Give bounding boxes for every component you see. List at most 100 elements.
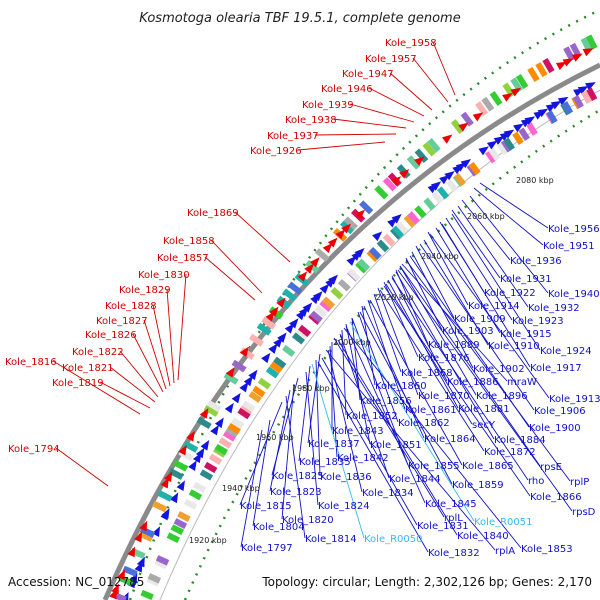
gene-block: [315, 248, 330, 262]
blue-leader-line: [419, 243, 535, 411]
gene-arrow: [186, 430, 195, 442]
blue-leader-line: [240, 429, 263, 548]
gene-arrow: [243, 375, 253, 387]
inner-dotted-ring: [183, 108, 600, 600]
blue-gene-label: Kole_1815: [240, 501, 292, 512]
gene-block: [526, 122, 538, 136]
gene-block: [488, 147, 501, 161]
gene-block: [484, 150, 497, 164]
gene-arrow: [199, 408, 209, 419]
blue-gene-label: Kole_1860: [375, 381, 427, 392]
blue-gene-label: Kole_1840: [457, 531, 509, 542]
red-gene-label: Kole_1821: [62, 363, 114, 374]
gene-arrow: [297, 271, 308, 282]
gene-arrow: [557, 96, 569, 106]
blue-gene-label: Kole_1900: [529, 423, 581, 434]
gene-block: [319, 299, 333, 312]
gene-block: [287, 281, 303, 295]
gene-block: [168, 468, 184, 480]
blue-gene-label: Kole_1845: [425, 499, 477, 510]
blue-leader-line: [311, 363, 365, 539]
blue-leader-line: [469, 195, 549, 294]
blue-gene-label: secY: [472, 420, 496, 431]
gene-block: [343, 216, 358, 231]
blue-leader-line: [373, 293, 402, 373]
blue-gene-label: Kole_1852: [346, 411, 398, 422]
blue-leader-line: [401, 263, 508, 382]
gene-block: [414, 148, 429, 164]
gene-arrow: [289, 318, 299, 329]
gene-block: [256, 322, 272, 336]
blue-gene-label: Kole_1865: [462, 461, 514, 472]
red-gene-label: Kole_1939: [302, 100, 354, 111]
gene-arrow: [195, 447, 205, 459]
red-gene-label: Kole_1829: [119, 285, 171, 296]
kbp-tick-label: 2040 kbp: [421, 252, 459, 261]
gene-block: [218, 437, 232, 449]
gene-arrow: [111, 583, 119, 595]
blue-gene-label: rplL: [444, 513, 463, 524]
gene-block: [512, 131, 524, 145]
blue-leader-line: [427, 231, 469, 306]
blue-leader-line: [363, 305, 425, 439]
gene-block: [222, 430, 237, 442]
gene-arrow: [571, 53, 583, 62]
gene-arrow: [372, 231, 383, 242]
gene-block: [199, 469, 214, 481]
blue-leader-line: [239, 401, 283, 506]
blue-leader-line: [345, 323, 371, 445]
blue-leader-line: [399, 265, 477, 396]
gene-block: [422, 141, 437, 157]
gene-block: [366, 249, 380, 263]
gene-block: [177, 511, 191, 522]
gene-block: [518, 127, 530, 141]
kbp-tick-label: 1940 kbp: [222, 484, 260, 493]
blue-leader-line: [252, 419, 271, 527]
blue-gene-label: rplP: [570, 477, 589, 488]
blue-gene-label: mraW: [507, 377, 537, 388]
blue-gene-label: Kole_1902: [473, 364, 525, 375]
blue-gene-label: Kole_1924: [540, 346, 592, 357]
red-leader-line: [132, 333, 164, 393]
gene-block: [542, 57, 555, 74]
blue-gene-label: Kole_1906: [534, 406, 586, 417]
gene-block: [395, 221, 409, 235]
kbp-tick-label: 1960 kbp: [256, 433, 294, 442]
gene-block: [515, 73, 529, 90]
blue-leader-line: [445, 217, 513, 321]
gene-block: [282, 344, 296, 358]
gene-block: [231, 417, 245, 429]
blue-gene-label: Kole_1855: [408, 461, 460, 472]
red-leader-line: [152, 304, 171, 387]
gene-arrow: [302, 302, 313, 313]
blue-leader-line: [337, 339, 458, 536]
gene-arrow: [391, 213, 402, 224]
gene-arrow: [319, 283, 330, 294]
kbp-tick-label: 2060 kbp: [467, 212, 505, 221]
gene-block: [382, 233, 396, 247]
blue-gene-label: Kole_1804: [253, 522, 305, 533]
gene-block: [337, 278, 351, 292]
red-leader-line: [109, 366, 156, 403]
blue-leader-line: [379, 289, 485, 452]
blue-leader-line: [415, 245, 455, 319]
gene-block: [298, 324, 312, 338]
blue-gene-label: Kole_1853: [521, 544, 573, 555]
blue-gene-label: Kole_1889: [428, 340, 480, 351]
gene-arrow: [239, 346, 249, 358]
genome-summary: Topology: circular; Length: 2,302,126 bp…: [261, 575, 592, 589]
gene-block: [140, 589, 154, 600]
blue-gene-label: rpsD: [572, 507, 596, 518]
gene-arrow: [210, 424, 219, 436]
gene-block: [265, 366, 280, 379]
gene-block: [170, 524, 185, 536]
blue-leader-line: [343, 327, 522, 549]
blue-leader-line: [397, 269, 573, 512]
blue-gene-label: Kole_1870: [418, 391, 470, 402]
red-leader-line: [389, 72, 433, 111]
gene-block: [475, 101, 489, 117]
gene-arrow: [284, 323, 295, 334]
red-leader-line: [143, 319, 167, 390]
red-leader-line: [314, 133, 397, 136]
blue-gene-label: Kole_1835: [299, 457, 351, 468]
